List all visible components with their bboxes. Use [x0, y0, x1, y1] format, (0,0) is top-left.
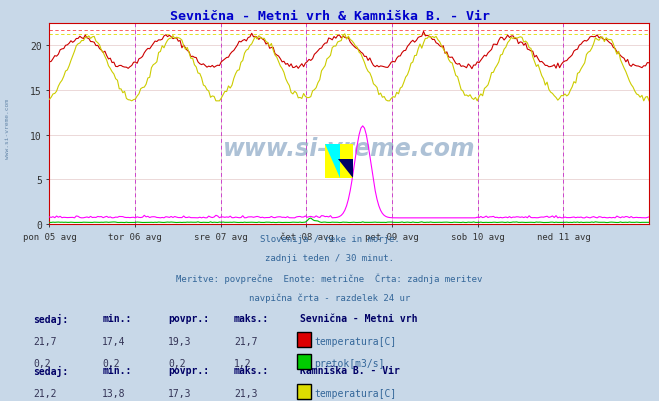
Text: pretok[m3/s]: pretok[m3/s]	[314, 358, 385, 368]
Text: www.si-vreme.com: www.si-vreme.com	[5, 98, 11, 158]
Text: Sevnična - Metni vrh: Sevnična - Metni vrh	[300, 313, 417, 323]
Text: www.si-vreme.com: www.si-vreme.com	[223, 136, 476, 160]
Bar	[326, 144, 353, 178]
Text: temperatura[C]: temperatura[C]	[314, 388, 397, 398]
Text: 21,2: 21,2	[33, 388, 57, 398]
Text: 21,3: 21,3	[234, 388, 258, 398]
Text: Meritve: povprečne  Enote: metrične  Črta: zadnja meritev: Meritve: povprečne Enote: metrične Črta:…	[177, 273, 482, 284]
Text: 17,3: 17,3	[168, 388, 192, 398]
Text: 0,2: 0,2	[168, 358, 186, 368]
Text: 0,2: 0,2	[102, 358, 120, 368]
Text: sedaj:: sedaj:	[33, 313, 68, 324]
Text: navpična črta - razdelek 24 ur: navpična črta - razdelek 24 ur	[249, 292, 410, 302]
Text: Kamniška B. - Vir: Kamniška B. - Vir	[300, 365, 400, 375]
Text: povpr.:: povpr.:	[168, 365, 209, 375]
Text: Slovenija / reke in morje.: Slovenija / reke in morje.	[260, 235, 399, 243]
Polygon shape	[326, 144, 340, 178]
Text: sedaj:: sedaj:	[33, 365, 68, 376]
Text: 21,7: 21,7	[234, 336, 258, 346]
Text: 21,7: 21,7	[33, 336, 57, 346]
Text: povpr.:: povpr.:	[168, 313, 209, 323]
Text: 19,3: 19,3	[168, 336, 192, 346]
Text: 17,4: 17,4	[102, 336, 126, 346]
Text: 0,2: 0,2	[33, 358, 51, 368]
Text: maks.:: maks.:	[234, 313, 269, 323]
Text: min.:: min.:	[102, 313, 132, 323]
Text: zadnji teden / 30 minut.: zadnji teden / 30 minut.	[265, 254, 394, 263]
Polygon shape	[337, 160, 353, 178]
Text: 13,8: 13,8	[102, 388, 126, 398]
Text: min.:: min.:	[102, 365, 132, 375]
Text: Sevnična - Metni vrh & Kamniška B. - Vir: Sevnična - Metni vrh & Kamniška B. - Vir	[169, 10, 490, 23]
Text: temperatura[C]: temperatura[C]	[314, 336, 397, 346]
Text: maks.:: maks.:	[234, 365, 269, 375]
Text: 1,2: 1,2	[234, 358, 252, 368]
